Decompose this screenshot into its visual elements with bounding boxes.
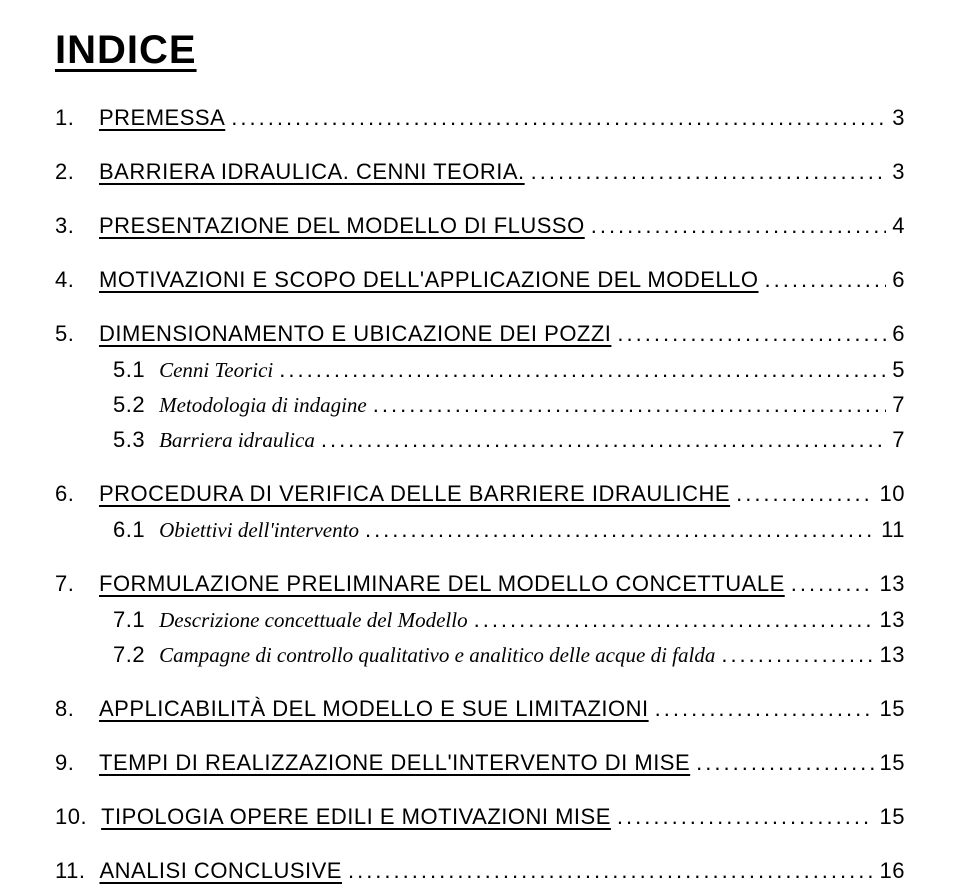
toc-leader [791,571,874,597]
toc-leader [321,427,886,453]
toc-page: 13 [874,571,905,597]
toc-page: 13 [874,607,905,633]
toc-entry[interactable]: 6.PROCEDURA DI VERIFICA DELLE BARRIERE I… [55,481,905,507]
toc-sub-ordinal: 5.1 [55,357,159,383]
table-of-contents: 1.PREMESSA32.BARRIERA IDRAULICA. CENNI T… [55,105,905,884]
toc-group: 9.TEMPI DI REALIZZAZIONE DELL'INTERVENTO… [55,750,905,776]
toc-entry[interactable]: 8.APPLICABILITÀ DEL MODELLO E SUE LIMITA… [55,696,905,722]
toc-leader [279,357,886,383]
toc-label[interactable]: BARRIERA IDRAULICA. CENNI TEORIA. [99,159,531,185]
toc-entry[interactable]: 3.PRESENTAZIONE DEL MODELLO DI FLUSSO 4 [55,213,905,239]
toc-page: 10 [874,481,905,507]
toc-leader [474,607,874,633]
toc-subentry[interactable]: 6.1Obiettivi dell'intervento 11 [55,517,905,543]
toc-group: 8.APPLICABILITÀ DEL MODELLO E SUE LIMITA… [55,696,905,722]
toc-entry[interactable]: 9.TEMPI DI REALIZZAZIONE DELL'INTERVENTO… [55,750,905,776]
toc-group: 10.TIPOLOGIA OPERE EDILI E MOTIVAZIONI M… [55,804,905,830]
toc-group: 3.PRESENTAZIONE DEL MODELLO DI FLUSSO 4 [55,213,905,239]
toc-leader [655,696,874,722]
toc-leader [231,105,886,131]
toc-subentry[interactable]: 5.2Metodologia di indagine 7 [55,392,905,418]
toc-entry[interactable]: 10.TIPOLOGIA OPERE EDILI E MOTIVAZIONI M… [55,804,905,830]
toc-page: 7 [886,392,905,418]
toc-sub-ordinal: 5.2 [55,392,159,418]
toc-label[interactable]: TEMPI DI REALIZZAZIONE DELL'INTERVENTO D… [99,750,696,776]
toc-leader [765,267,887,293]
toc-leader [531,159,887,185]
toc-page: 3 [886,105,905,131]
toc-leader [736,481,873,507]
toc-subentry[interactable]: 7.2Campagne di controllo qualitativo e a… [55,642,905,668]
toc-group: 6.PROCEDURA DI VERIFICA DELLE BARRIERE I… [55,481,905,543]
toc-leader [696,750,873,776]
toc-page: 7 [886,427,905,453]
toc-entry[interactable]: 1.PREMESSA 3 [55,105,905,131]
toc-sub-ordinal: 6.1 [55,517,159,543]
toc-ordinal: 3. [55,213,99,239]
toc-group: 7.FORMULAZIONE PRELIMINARE DEL MODELLO C… [55,571,905,668]
toc-subentry[interactable]: 5.1Cenni Teorici 5 [55,357,905,383]
toc-subentry[interactable]: 7.1Descrizione concettuale del Modello 13 [55,607,905,633]
toc-sub-label[interactable]: Obiettivi dell'intervento [159,518,365,543]
toc-ordinal: 6. [55,481,99,507]
toc-sub-label[interactable]: Barriera idraulica [159,428,321,453]
toc-ordinal: 8. [55,696,99,722]
toc-subentry[interactable]: 5.3Barriera idraulica 7 [55,427,905,453]
toc-entry[interactable]: 5.DIMENSIONAMENTO E UBICAZIONE DEI POZZI… [55,321,905,347]
toc-entry[interactable]: 4.MOTIVAZIONI E SCOPO DELL'APPLICAZIONE … [55,267,905,293]
toc-sub-label[interactable]: Cenni Teorici [159,358,279,383]
toc-leader [721,642,873,668]
toc-group: 2.BARRIERA IDRAULICA. CENNI TEORIA. 3 [55,159,905,185]
toc-group: 11.ANALISI CONCLUSIVE 16 [55,858,905,884]
toc-leader [617,804,874,830]
toc-entry[interactable]: 2.BARRIERA IDRAULICA. CENNI TEORIA. 3 [55,159,905,185]
toc-sub-label[interactable]: Campagne di controllo qualitativo e anal… [159,643,721,668]
toc-sub-ordinal: 5.3 [55,427,159,453]
toc-group: 5.DIMENSIONAMENTO E UBICAZIONE DEI POZZI… [55,321,905,453]
toc-label[interactable]: TIPOLOGIA OPERE EDILI E MOTIVAZIONI MISE [101,804,617,830]
toc-page: 16 [874,858,905,884]
toc-page: 6 [886,321,905,347]
toc-page: 15 [874,804,905,830]
toc-sub-label[interactable]: Descrizione concettuale del Modello [159,608,474,633]
toc-ordinal: 7. [55,571,99,597]
toc-leader [365,517,875,543]
toc-sub-label[interactable]: Metodologia di indagine [159,393,373,418]
toc-leader [617,321,886,347]
toc-sub-ordinal: 7.1 [55,607,159,633]
toc-label[interactable]: DIMENSIONAMENTO E UBICAZIONE DEI POZZI [99,321,617,347]
toc-page: 15 [874,696,905,722]
toc-label[interactable]: FORMULAZIONE PRELIMINARE DEL MODELLO CON… [99,571,791,597]
toc-label[interactable]: PROCEDURA DI VERIFICA DELLE BARRIERE IDR… [99,481,736,507]
toc-ordinal: 9. [55,750,99,776]
toc-label[interactable]: PREMESSA [99,105,231,131]
toc-page: 3 [886,159,905,185]
toc-leader [348,858,874,884]
toc-page: 13 [874,642,905,668]
toc-page: 15 [874,750,905,776]
toc-sub-ordinal: 7.2 [55,642,159,668]
toc-label[interactable]: PRESENTAZIONE DEL MODELLO DI FLUSSO [99,213,591,239]
toc-ordinal: 1. [55,105,99,131]
toc-group: 1.PREMESSA 3 [55,105,905,131]
toc-label[interactable]: APPLICABILITÀ DEL MODELLO E SUE LIMITAZI… [99,696,655,722]
toc-page: 11 [875,517,905,543]
toc-page: 4 [886,213,905,239]
toc-page: 6 [886,267,905,293]
toc-leader [591,213,887,239]
toc-page: 5 [886,357,905,383]
toc-title: INDICE [55,28,905,73]
toc-ordinal: 5. [55,321,99,347]
toc-label[interactable]: ANALISI CONCLUSIVE [99,858,348,884]
toc-ordinal: 11. [55,858,99,884]
toc-entry[interactable]: 11.ANALISI CONCLUSIVE 16 [55,858,905,884]
toc-label[interactable]: MOTIVAZIONI E SCOPO DELL'APPLICAZIONE DE… [99,267,765,293]
toc-entry[interactable]: 7.FORMULAZIONE PRELIMINARE DEL MODELLO C… [55,571,905,597]
toc-leader [373,392,887,418]
toc-ordinal: 2. [55,159,99,185]
toc-group: 4.MOTIVAZIONI E SCOPO DELL'APPLICAZIONE … [55,267,905,293]
toc-ordinal: 4. [55,267,99,293]
toc-ordinal: 10. [55,804,101,830]
